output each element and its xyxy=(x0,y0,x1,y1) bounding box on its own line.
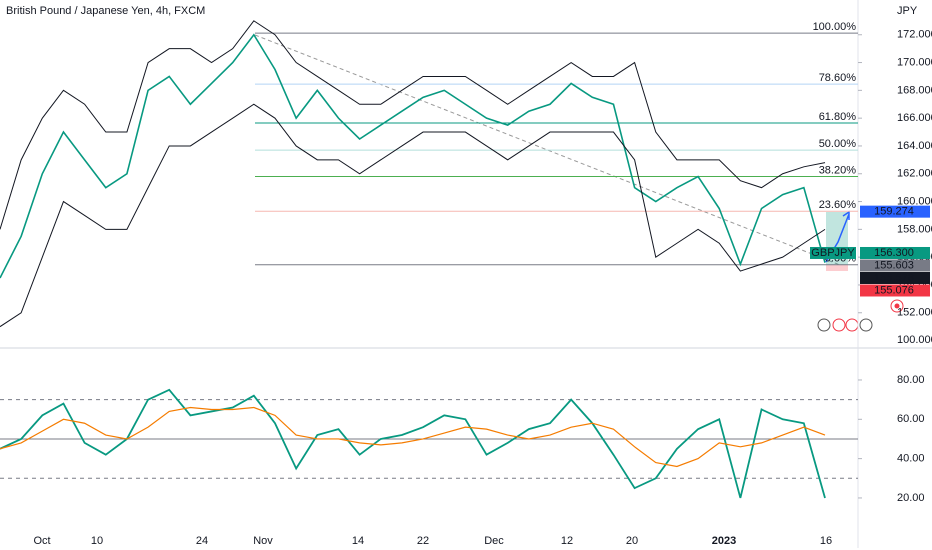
alert-icon-dot xyxy=(894,303,900,309)
chart-title: British Pound / Japanese Yen, 4h, FXCM xyxy=(6,5,205,17)
symbol-label: GBPJPY xyxy=(811,247,855,259)
price-badge xyxy=(860,205,930,218)
x-tick-label: 20 xyxy=(626,535,638,547)
fib-label: 78.60% xyxy=(819,72,857,84)
alert-icon xyxy=(890,299,904,313)
rsi-line xyxy=(0,388,826,499)
y-tick-label: 160.000 xyxy=(897,195,932,207)
y-tick-label: 158.000 xyxy=(897,223,932,235)
pane-edge-label: 100.000 xyxy=(897,334,932,346)
band-line xyxy=(0,103,826,328)
price-badge-label: 155.076 xyxy=(874,284,914,296)
price-badge xyxy=(860,259,930,272)
event-icon xyxy=(859,318,873,332)
event-icon xyxy=(817,318,831,332)
x-tick-label: Oct xyxy=(33,535,50,547)
x-tick-label: 22 xyxy=(417,535,429,547)
rsi-tick-label: 60.00 xyxy=(897,413,925,425)
y-tick-label: 168.000 xyxy=(897,84,932,96)
y-tick-label: 170.000 xyxy=(897,56,932,68)
fib-label: 61.80% xyxy=(819,111,857,123)
x-tick-label: Nov xyxy=(253,535,273,547)
price-badge-label: 156.300 xyxy=(874,247,914,259)
y-tick-label: 172.000 xyxy=(897,29,932,41)
rsi-tick-label: 40.00 xyxy=(897,453,925,465)
fib-label: 23.60% xyxy=(819,199,857,211)
currency-label: JPY xyxy=(897,5,918,17)
icons xyxy=(817,299,904,332)
x-tick-label: 2023 xyxy=(712,535,736,547)
price-badge xyxy=(860,284,930,297)
band-line xyxy=(0,20,826,230)
fib-label: 100.00% xyxy=(813,21,857,33)
stop-box xyxy=(826,265,848,271)
price-badge xyxy=(860,271,930,284)
x-tick-label: Dec xyxy=(484,535,504,547)
y-tick-label: 152.000 xyxy=(897,307,932,319)
x-tick-label: 14 xyxy=(352,535,364,547)
fib-label: 50.00% xyxy=(819,138,857,150)
price-line xyxy=(0,33,826,279)
x-tick-label: 12 xyxy=(561,535,573,547)
symbol-badge xyxy=(810,246,856,259)
price-badge-label: 155.603 xyxy=(874,259,914,271)
price-badge-label: 159.274 xyxy=(874,206,914,218)
rsi-tick-label: 80.00 xyxy=(897,374,925,386)
rsi-line xyxy=(0,406,826,468)
price-badge-label: 155.578 xyxy=(874,272,914,284)
x-tick-label: 24 xyxy=(196,535,208,547)
event-icon xyxy=(832,318,846,332)
y-tick-label: 164.000 xyxy=(897,140,932,152)
y-tick-label: 166.000 xyxy=(897,112,932,124)
y-tick-label: 162.000 xyxy=(897,168,932,180)
x-tick-label: 16 xyxy=(820,535,832,547)
price-badge xyxy=(860,246,930,259)
rsi-tick-label: 20.00 xyxy=(897,492,925,504)
x-tick-label: 10 xyxy=(91,535,103,547)
fib-label: 38.20% xyxy=(819,164,857,176)
